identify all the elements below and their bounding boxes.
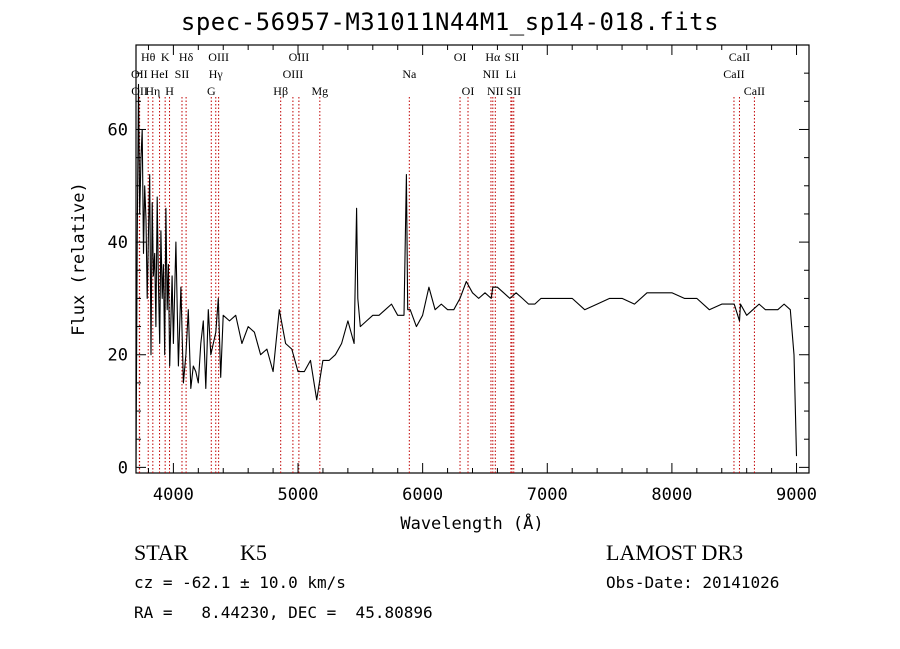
chart-title: spec-56957-M31011N44M1_sp14-018.fits — [180, 8, 720, 36]
line-markers — [138, 97, 755, 473]
x-tick-label: 9000 — [776, 485, 817, 505]
x-tick-label: 8000 — [651, 485, 692, 505]
line-label: Hδ — [179, 50, 194, 64]
y-tick-label: 0 — [118, 458, 128, 478]
line-label: OIII — [289, 50, 310, 64]
survey-name: LAMOST DR3 — [606, 540, 744, 565]
line-label: K — [161, 50, 170, 64]
coordinates: RA = 8.44230, DEC = 45.80896 — [134, 603, 433, 622]
y-tick-label: 20 — [108, 346, 128, 366]
line-label: CaII — [729, 50, 750, 64]
axes: 4000 5000 6000 7000 8000 9000 0 20 40 60 — [108, 45, 817, 505]
line-label: SII — [175, 67, 190, 81]
x-axis-label: Wavelength (Å) — [400, 512, 543, 534]
x-tick-label: 4000 — [153, 485, 194, 505]
line-label: NII — [487, 84, 504, 98]
line-label: Mg — [311, 84, 328, 98]
line-label: Hγ — [209, 67, 224, 81]
plot-frame — [135, 44, 810, 474]
line-label: SII — [506, 84, 521, 98]
redshift-cz: cz = -62.1 ± 10.0 km/s — [134, 573, 346, 592]
line-label: Na — [402, 67, 417, 81]
line-label: HeI — [151, 67, 169, 81]
line-label: OIII — [283, 67, 304, 81]
line-label: Hθ — [141, 50, 156, 64]
line-labels: Hθ OII OII K Hδ HeI SII Hη H OIII Hγ G OIII OIII Hβ Mg N… — [131, 50, 765, 98]
y-tick-label: 40 — [108, 233, 128, 253]
spectrum-series — [135, 83, 798, 468]
line-label: Li — [506, 67, 517, 81]
line-label: CaII — [723, 67, 744, 81]
x-tick-label: 6000 — [402, 485, 443, 505]
line-label: OII — [131, 84, 148, 98]
x-tick-label: 7000 — [527, 485, 568, 505]
line-label: OI — [454, 50, 467, 64]
line-label: Hη — [145, 84, 160, 98]
spectrum-line — [135, 83, 798, 468]
line-label: SII — [505, 50, 520, 64]
line-label: Hβ — [273, 84, 288, 98]
line-label: OI — [462, 84, 475, 98]
y-tick-label: 60 — [108, 120, 128, 140]
y-axis-label: Flux (relative) — [69, 182, 89, 336]
object-class: STAR — [134, 540, 189, 565]
x-tick-label: 5000 — [278, 485, 319, 505]
line-label: G — [207, 84, 216, 98]
line-label: NII — [483, 67, 500, 81]
line-label: Hα — [485, 50, 501, 64]
line-label: OIII — [208, 50, 229, 64]
line-label: OII — [131, 67, 148, 81]
line-label: H — [165, 84, 174, 98]
line-label: CaII — [744, 84, 765, 98]
obs-date: Obs-Date: 20141026 — [606, 573, 780, 592]
object-subclass: K5 — [240, 540, 267, 565]
